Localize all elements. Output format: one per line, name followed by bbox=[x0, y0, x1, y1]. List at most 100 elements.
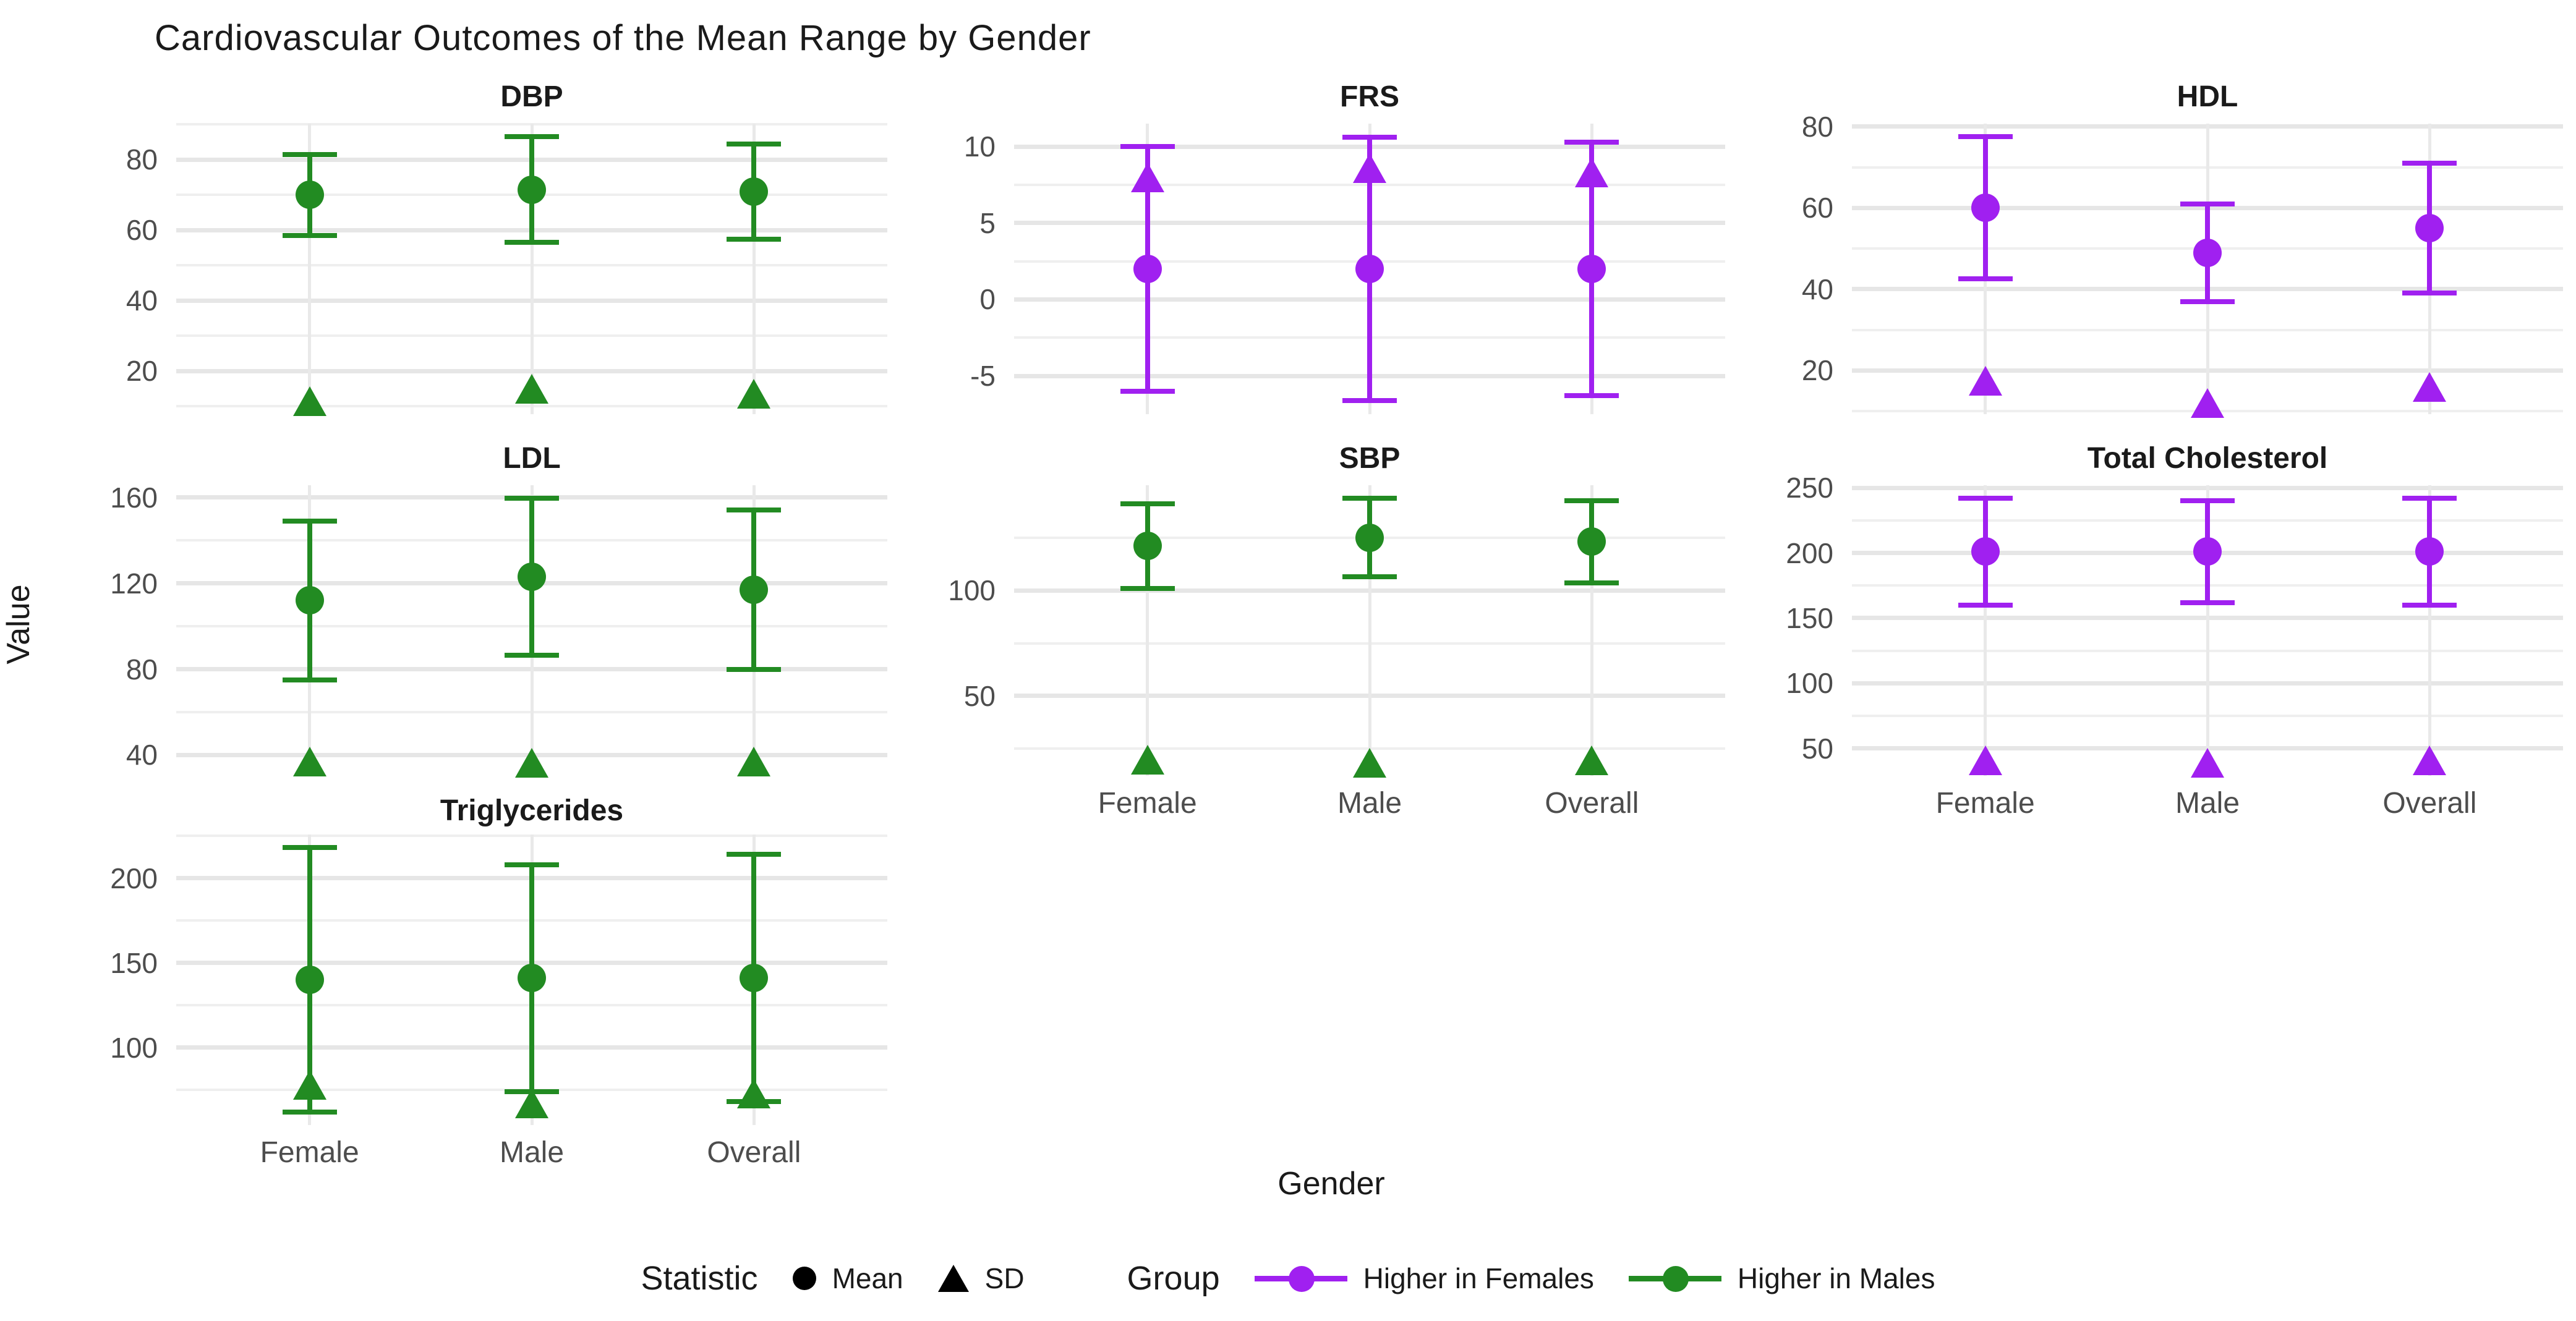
errorbar-cap bbox=[1120, 144, 1175, 150]
mean-point bbox=[2193, 537, 2222, 566]
x-tick-label: Male bbox=[499, 1136, 565, 1169]
mean-point bbox=[1577, 255, 1606, 283]
y-tick-label: 60 bbox=[126, 214, 158, 247]
y-tick-label: 5 bbox=[979, 206, 996, 239]
y-tick-label: 20 bbox=[126, 355, 158, 388]
mean-point bbox=[295, 966, 324, 994]
sd-triangle bbox=[1575, 158, 1609, 188]
errorbar-cap bbox=[505, 862, 559, 867]
x-tick-label: Overall bbox=[707, 1136, 801, 1169]
mean-point bbox=[1355, 523, 1384, 552]
errorbar-cap bbox=[2402, 496, 2457, 501]
facet-panel bbox=[1014, 124, 1725, 414]
category-gridline bbox=[530, 124, 534, 414]
errorbar-cap bbox=[1120, 388, 1175, 394]
mean-point bbox=[740, 177, 769, 206]
legend-item-group: Higher in Females bbox=[1254, 1260, 1594, 1297]
y-tick-label: -5 bbox=[970, 360, 996, 393]
facet-strip-title: SBP bbox=[1339, 442, 1401, 475]
y-tick-label: 80 bbox=[126, 653, 158, 686]
pointrange-dot bbox=[1662, 1266, 1689, 1292]
errorbar-cap bbox=[1958, 276, 2013, 282]
sd-triangle bbox=[515, 373, 548, 404]
mean-point bbox=[740, 964, 769, 993]
errorbar-cap bbox=[1958, 602, 2013, 608]
y-tick-label: 100 bbox=[1786, 667, 1833, 700]
category-gridline bbox=[308, 124, 312, 414]
sd-triangle bbox=[292, 1069, 326, 1100]
errorbar-cap bbox=[282, 232, 337, 238]
x-tick-label: Overall bbox=[1545, 787, 1639, 820]
pointrange-icon bbox=[1254, 1260, 1347, 1297]
mean-point bbox=[740, 575, 769, 604]
errorbar-cap bbox=[505, 652, 559, 658]
x-axis-label: Gender bbox=[1277, 1166, 1385, 1202]
errorbar-cap bbox=[727, 141, 782, 147]
sd-triangle bbox=[1353, 153, 1386, 183]
sd-triangle bbox=[737, 746, 771, 776]
legend-item-label: Higher in Males bbox=[1737, 1262, 1935, 1294]
mean-point bbox=[2415, 537, 2444, 566]
legend-group-items: Higher in Females Higher in Males bbox=[1254, 1260, 1935, 1297]
sd-triangle bbox=[292, 746, 326, 776]
sd-triangle bbox=[515, 747, 548, 778]
errorbar-cap bbox=[1120, 585, 1175, 591]
facet-strip-title: FRS bbox=[1340, 80, 1399, 113]
legend-item-label: Higher in Females bbox=[1363, 1262, 1594, 1294]
facet-strip-title: Triglycerides bbox=[440, 794, 624, 827]
errorbar-cap bbox=[727, 666, 782, 672]
legend-item-group: Higher in Males bbox=[1628, 1260, 1935, 1297]
y-tick-label: 80 bbox=[1801, 110, 1833, 143]
legend-item-sd: SD bbox=[937, 1262, 1025, 1295]
facet-panel bbox=[1014, 485, 1725, 778]
sd-triangle bbox=[2191, 747, 2224, 778]
errorbar-cap bbox=[2180, 600, 2235, 605]
mean-point bbox=[295, 181, 324, 210]
errorbar-cap bbox=[2180, 201, 2235, 206]
mean-point bbox=[2193, 238, 2222, 267]
legend-statistic-items: Mean SD bbox=[792, 1262, 1025, 1295]
errorbar-cap bbox=[727, 236, 782, 242]
category-gridline bbox=[1368, 485, 1371, 776]
mean-point bbox=[295, 586, 324, 615]
errorbar-cap bbox=[1564, 393, 1619, 399]
y-tick-label: 100 bbox=[110, 1031, 158, 1064]
x-tick-label: Female bbox=[260, 1136, 359, 1169]
errorbar-cap bbox=[1564, 498, 1619, 503]
facet-panel bbox=[1852, 124, 2563, 418]
y-tick-label: 20 bbox=[1801, 354, 1833, 387]
circle-icon bbox=[792, 1267, 816, 1290]
y-tick-label: 250 bbox=[1786, 472, 1833, 504]
legend-item-label: Mean bbox=[832, 1262, 903, 1294]
y-tick-label: 0 bbox=[979, 283, 996, 316]
mean-point bbox=[1133, 532, 1162, 561]
y-tick-label: 60 bbox=[1801, 192, 1833, 224]
errorbar-cap bbox=[727, 852, 782, 857]
errorbar-cap bbox=[2180, 299, 2235, 304]
mean-point bbox=[518, 175, 546, 204]
y-tick-label: 50 bbox=[1801, 732, 1833, 765]
y-tick-label: 120 bbox=[110, 567, 158, 600]
sd-triangle bbox=[1968, 745, 2002, 775]
category-gridline bbox=[1146, 485, 1149, 776]
mean-point bbox=[518, 964, 546, 993]
sd-triangle bbox=[1353, 747, 1386, 778]
errorbar-cap bbox=[2402, 161, 2457, 166]
errorbar-cap bbox=[1120, 501, 1175, 506]
facet-strip-title: Total Cholesterol bbox=[2087, 442, 2328, 475]
mean-point bbox=[2415, 214, 2444, 243]
sd-triangle bbox=[2413, 745, 2447, 775]
facet-panel bbox=[176, 485, 887, 778]
category-gridline bbox=[2428, 485, 2431, 776]
errorbar-cap bbox=[1958, 496, 2013, 501]
legend-item-mean: Mean bbox=[792, 1262, 903, 1295]
errorbar-cap bbox=[505, 240, 559, 245]
errorbar-cap bbox=[282, 845, 337, 851]
sd-triangle bbox=[1968, 365, 2002, 396]
y-tick-label: 200 bbox=[1786, 537, 1833, 569]
sd-triangle bbox=[2191, 388, 2224, 418]
sd-triangle bbox=[737, 1078, 771, 1108]
facet-strip-title: HDL bbox=[2177, 80, 2238, 113]
pointrange-icon bbox=[1628, 1260, 1721, 1297]
